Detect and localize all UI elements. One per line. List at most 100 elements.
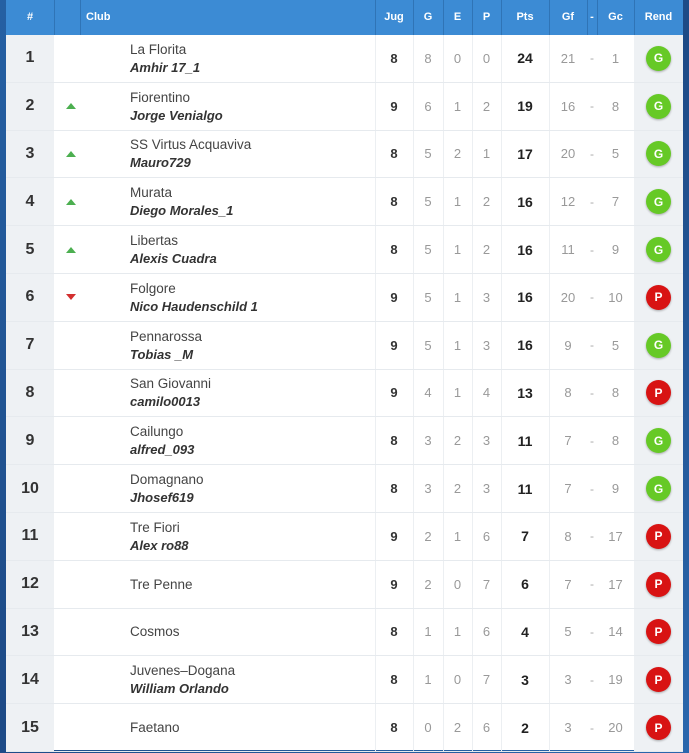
header-position[interactable]: #	[26, 11, 34, 23]
trend-cell	[64, 656, 78, 703]
club-name[interactable]: Tre Penne	[130, 576, 193, 592]
goals-dash: -	[590, 720, 594, 735]
lost-cell: 3	[482, 289, 491, 305]
column-divider	[375, 656, 376, 704]
goals-for-cell: 3	[564, 672, 572, 688]
header-points[interactable]: Pts	[516, 11, 534, 23]
header-lost[interactable]: P	[482, 11, 491, 23]
trend-cell	[64, 83, 78, 130]
goals-against-cell: 8	[611, 433, 620, 449]
header-divider	[443, 0, 444, 35]
table-row[interactable]: 3 SS Virtus Acquaviva Mauro729 8 5 2 1 17 20- 5 G	[6, 130, 683, 179]
header-form[interactable]: Rend	[644, 11, 673, 23]
club-name[interactable]: Juvenes–Dogana	[130, 663, 236, 679]
club-name[interactable]: SS Virtus Acquaviva	[130, 137, 252, 153]
club-cell[interactable]: Cosmos	[130, 609, 370, 656]
club-name[interactable]: Cailungo	[130, 424, 184, 440]
column-divider	[501, 82, 502, 130]
club-cell[interactable]: Tre Fiori Alex ro88	[130, 513, 370, 560]
drawn-cell: 0	[453, 672, 462, 688]
club-name[interactable]: Murata	[130, 185, 173, 201]
table-row[interactable]: 12 Tre Penne 9 2 0 7 6 7 -17 P	[6, 560, 683, 609]
club-cell[interactable]: Juvenes–Dogana William Orlando	[130, 656, 370, 703]
column-divider	[375, 273, 376, 321]
table-row[interactable]: 5 Libertas Alexis Cuadra 8 5 1 2 16 11- 9 G	[6, 226, 683, 274]
header-played[interactable]: Jug	[384, 11, 404, 23]
position-cell: 13	[6, 608, 54, 656]
position-cell: 11	[6, 512, 54, 560]
trend-cell	[64, 35, 78, 82]
table-row[interactable]: 2 Fiorentino Jorge Venialgo 9 6 1 2 19 16- 8 G	[6, 82, 683, 131]
table-row[interactable]: 1 La Florita Amhir 17_1 8 8 0 0 24 21- 1 G	[6, 35, 683, 83]
header-drawn[interactable]: E	[453, 11, 462, 23]
column-divider	[501, 35, 502, 82]
played-cell: 8	[390, 433, 398, 449]
column-divider	[443, 226, 444, 273]
goals-against-cell: 8	[611, 98, 620, 114]
club-name[interactable]: Domagnano	[130, 472, 204, 488]
column-divider	[375, 321, 376, 369]
lost-cell: 3	[482, 433, 491, 449]
manager-name[interactable]: Mauro729	[130, 155, 191, 171]
goals-for-cell: 7	[564, 481, 572, 497]
club-cell[interactable]: SS Virtus Acquaviva Mauro729	[130, 131, 370, 178]
header-goals-against[interactable]: Gc	[608, 11, 623, 23]
goals-dash: -	[590, 99, 594, 114]
club-cell[interactable]: Faetano	[130, 704, 370, 751]
manager-name[interactable]: Alexis Cuadra	[130, 251, 217, 267]
played-cell: 8	[390, 481, 398, 497]
goals-dash: -	[590, 624, 594, 639]
club-name[interactable]: Libertas	[130, 233, 179, 249]
table-row[interactable]: 11 Tre Fiori Alex ro88 9 2 1 6 7 8 -17 P	[6, 512, 683, 561]
column-divider	[413, 465, 414, 512]
table-row[interactable]: 15 Faetano 8 0 2 6 2 3 -20 P	[6, 704, 683, 752]
trend-cell	[64, 131, 78, 178]
manager-name[interactable]: Amhir 17_1	[130, 59, 201, 75]
club-cell[interactable]: Pennarossa Tobias _M	[130, 322, 370, 369]
club-cell[interactable]: Domagnano Jhosef619	[130, 465, 370, 512]
manager-name[interactable]: William Orlando	[130, 681, 229, 697]
manager-name[interactable]: Jorge Venialgo	[130, 107, 223, 123]
club-cell[interactable]: Cailungo alfred_093	[130, 417, 370, 464]
table-row[interactable]: 10 Domagnano Jhosef619 8 3 2 3 11 7 - 9 G	[6, 465, 683, 513]
column-divider	[549, 608, 550, 656]
manager-name[interactable]: alfred_093	[130, 442, 195, 458]
manager-name[interactable]: Tobias _M	[130, 346, 194, 362]
club-name[interactable]: Fiorentino	[130, 89, 191, 105]
club-cell[interactable]: La Florita Amhir 17_1	[130, 35, 370, 82]
lost-cell: 2	[482, 194, 491, 210]
table-row[interactable]: 13 Cosmos 8 1 1 6 4 5 -14 P	[6, 608, 683, 657]
column-divider	[443, 321, 444, 369]
position-cell: 15	[6, 704, 54, 751]
table-row[interactable]: 4 Murata Diego Morales_1 8 5 1 2 16 12-7 G	[6, 178, 683, 227]
header-goals-for[interactable]: Gf	[561, 11, 575, 23]
manager-name[interactable]: Nico Haudenschild 1	[130, 298, 258, 314]
points-cell: 13	[517, 384, 533, 401]
club-name[interactable]: San Giovanni	[130, 376, 212, 392]
lost-cell: 3	[482, 481, 491, 497]
manager-name[interactable]: Diego Morales_1	[130, 203, 234, 219]
club-cell[interactable]: Murata Diego Morales_1	[130, 178, 370, 225]
club-name[interactable]: Folgore	[130, 280, 176, 296]
club-name[interactable]: Faetano	[130, 720, 180, 736]
club-name[interactable]: La Florita	[130, 41, 187, 57]
club-name[interactable]: Cosmos	[130, 624, 180, 640]
club-name[interactable]: Pennarossa	[130, 328, 203, 344]
header-won[interactable]: G	[423, 11, 433, 23]
manager-name[interactable]: Alex ro88	[130, 537, 189, 553]
table-row[interactable]: 7 Pennarossa Tobias _M 9 5 1 3 16 9 - 5 G	[6, 321, 683, 370]
table-row[interactable]: 14 Juvenes–Dogana William Orlando 8 1 0 7 3 3 -19…	[6, 656, 683, 705]
form-cell: P	[634, 560, 683, 608]
club-name[interactable]: Tre Fiori	[130, 519, 180, 535]
club-cell[interactable]: Libertas Alexis Cuadra	[130, 226, 370, 273]
header-club[interactable]: Club	[86, 11, 111, 23]
club-cell[interactable]: Folgore Nico Haudenschild 1	[130, 274, 370, 321]
club-cell[interactable]: San Giovanni camilo0013	[130, 370, 370, 417]
manager-name[interactable]: Jhosef619	[130, 490, 194, 506]
club-cell[interactable]: Fiorentino Jorge Venialgo	[130, 83, 370, 130]
club-cell[interactable]: Tre Penne	[130, 561, 370, 608]
table-row[interactable]: 8 San Giovanni camilo0013 9 4 1 4 13 8 - 8 P	[6, 369, 683, 418]
table-row[interactable]: 9 Cailungo alfred_093 8 3 2 3 11 7 - 8 G	[6, 417, 683, 466]
table-row[interactable]: 6 Folgore Nico Haudenschild 1 9 5 1 3 16 20-10 P	[6, 273, 683, 322]
manager-name[interactable]: camilo0013	[130, 394, 201, 410]
